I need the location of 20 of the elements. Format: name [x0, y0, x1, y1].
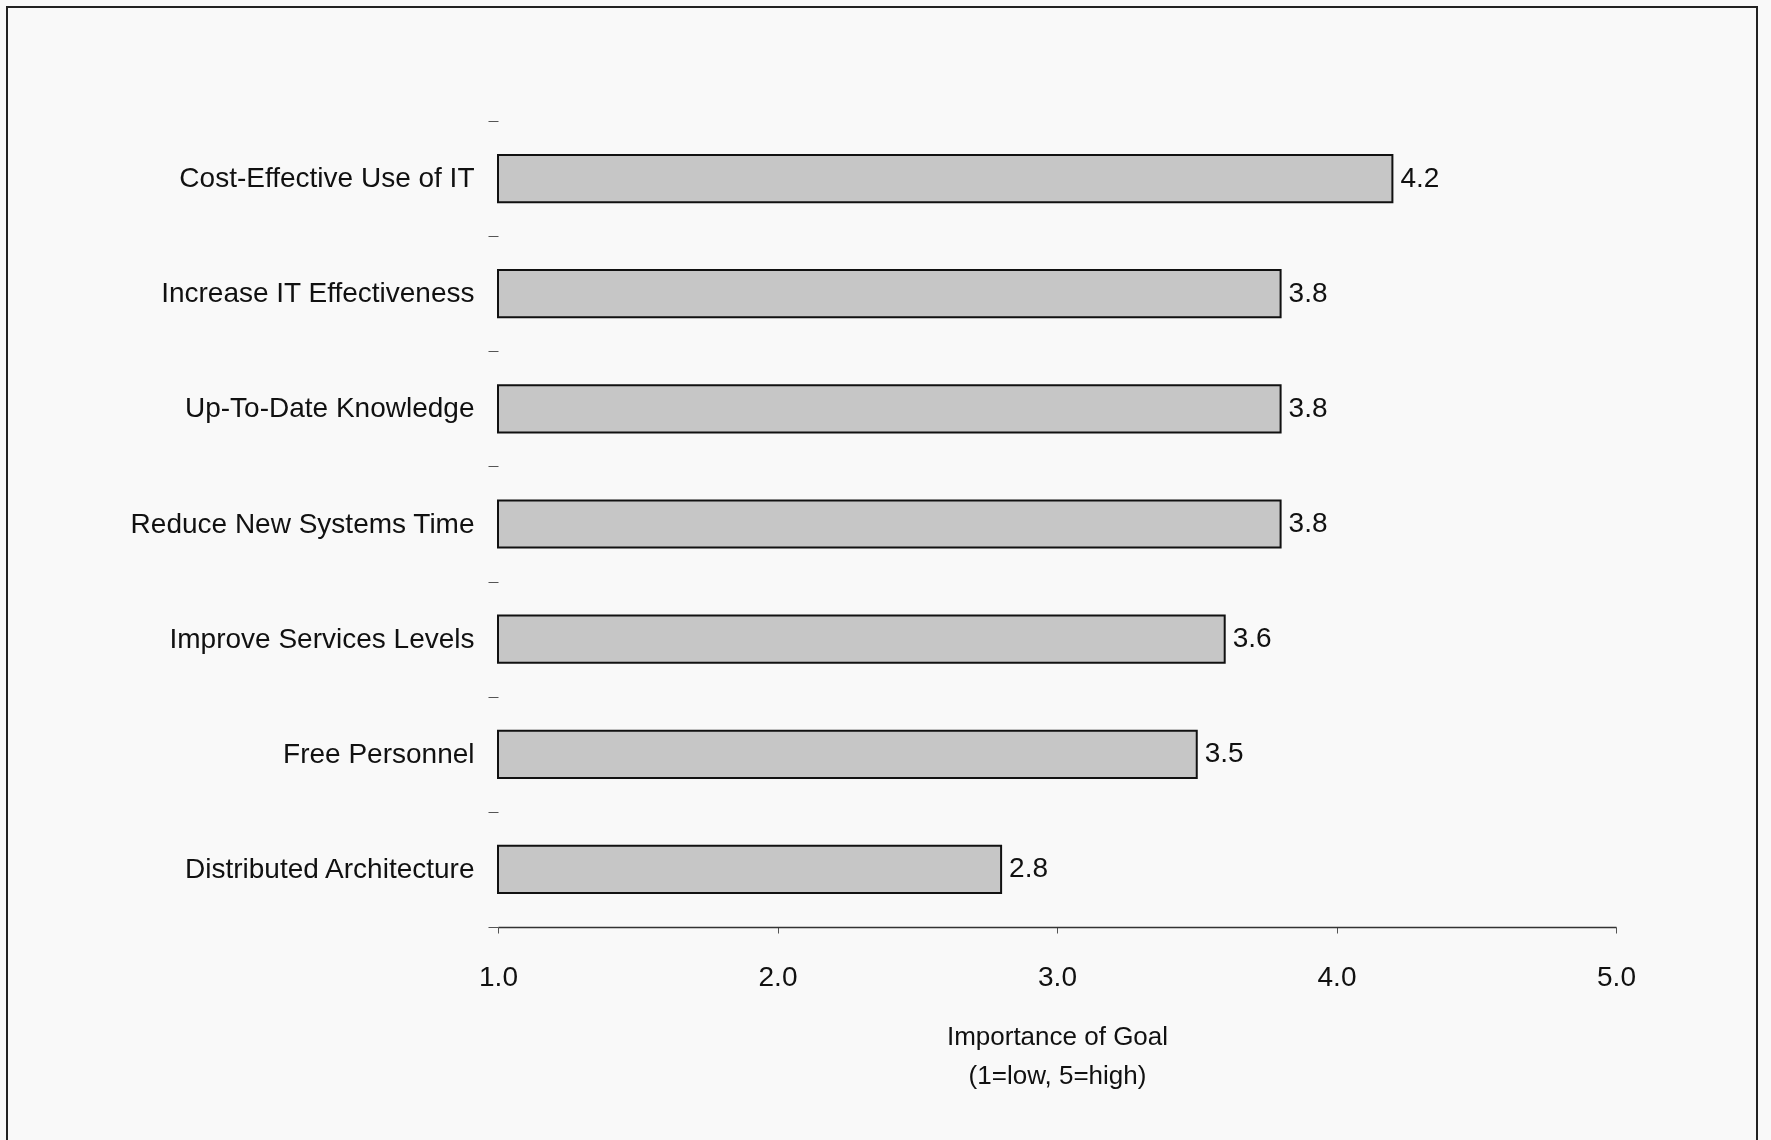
data-label: 2.8: [1009, 852, 1049, 884]
x-tick-label: 2.0: [758, 960, 798, 992]
y-tick-label: Free Personnel: [283, 737, 475, 769]
y-tick-label: Reduce New Systems Time: [130, 507, 475, 539]
x-tick-label: 1.0: [479, 960, 518, 992]
y-tick-label: Increase IT Effectiveness: [161, 277, 475, 309]
x-tick-label: 4.0: [1317, 960, 1357, 992]
data-label: 4.2: [1400, 161, 1440, 193]
data-label: 3.6: [1232, 622, 1272, 654]
data-label: 3.8: [1288, 507, 1328, 538]
y-tick-label: Distributed Architecture: [185, 852, 475, 884]
x-tick-label: 3.0: [1038, 960, 1077, 992]
y-tick-label: Cost-Effective Use of IT: [179, 162, 475, 194]
y-tick-label: Up-To-Date Knowledge: [185, 392, 475, 424]
data-label: 3.8: [1288, 276, 1328, 308]
data-label: 3.8: [1288, 391, 1328, 423]
x-axis-title: Importance of Goal (1=low, 5=high): [946, 1020, 1169, 1090]
data-label: 3.5: [1204, 737, 1244, 769]
x-tick-label: 5.0: [1597, 960, 1636, 992]
y-tick-label: Improve Services Levels: [169, 622, 475, 654]
